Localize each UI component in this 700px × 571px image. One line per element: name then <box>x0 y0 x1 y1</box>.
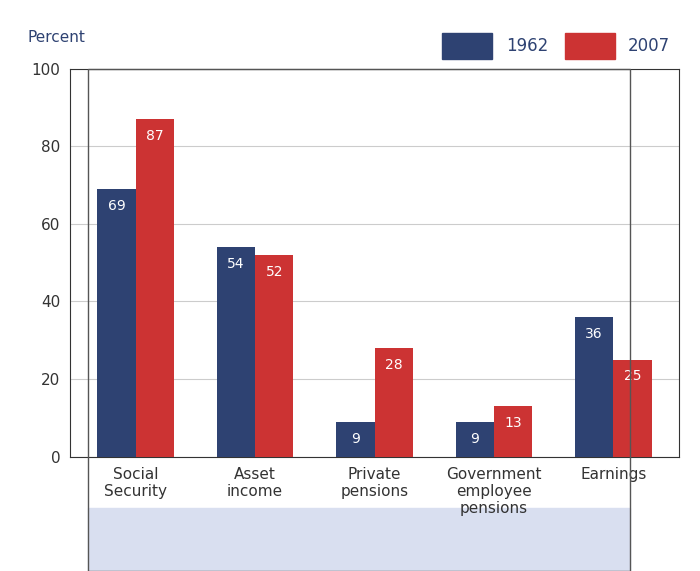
Text: 87: 87 <box>146 128 164 143</box>
Text: 9: 9 <box>351 432 360 445</box>
Bar <box>613 360 652 457</box>
Bar <box>374 348 413 457</box>
Text: Percent: Percent <box>27 30 85 45</box>
Text: 25: 25 <box>624 369 641 384</box>
Text: 9: 9 <box>470 432 480 445</box>
Legend: 1962, 2007: 1962, 2007 <box>435 26 677 66</box>
Bar <box>456 422 494 457</box>
Bar <box>336 422 375 457</box>
Text: 52: 52 <box>265 264 283 279</box>
Text: 28: 28 <box>385 358 402 372</box>
Text: 13: 13 <box>504 416 522 430</box>
Bar <box>136 119 174 457</box>
Bar <box>494 407 532 457</box>
Bar <box>575 317 613 457</box>
Bar <box>255 255 293 457</box>
Bar <box>97 189 136 457</box>
Text: 36: 36 <box>585 327 603 341</box>
Text: 54: 54 <box>228 257 245 271</box>
Text: 69: 69 <box>108 199 125 212</box>
Bar <box>217 247 255 457</box>
